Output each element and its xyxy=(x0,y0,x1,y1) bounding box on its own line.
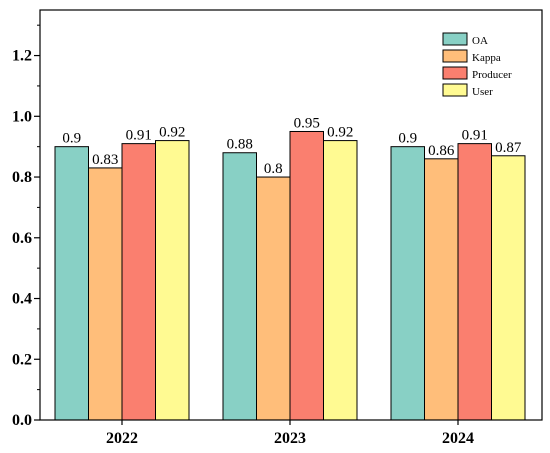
x-tick-label-2023: 2023 xyxy=(274,430,306,447)
y-tick-label-1.2: 1.2 xyxy=(12,48,32,65)
bar-producer-2022 xyxy=(121,143,156,421)
y-tick-label-0.8: 0.8 xyxy=(12,169,32,186)
bar-producer-2024 xyxy=(457,143,492,421)
x-tick-label-2024: 2024 xyxy=(442,430,474,447)
legend-label-user: User xyxy=(472,86,493,98)
x-tick-label-2022: 2022 xyxy=(106,430,138,447)
legend-swatch-user xyxy=(442,83,468,97)
data-label-user-2022: 0.92 xyxy=(159,125,185,141)
axes-layer: 0.0 0.2 0.4 0.6 0.8 1.0 1.2 2022 2023 2024 xyxy=(12,9,543,447)
y-tick-label-0.6: 0.6 xyxy=(12,230,32,247)
y-tick-label-0.0: 0.0 xyxy=(12,412,32,429)
y-tick-label-0.4: 0.4 xyxy=(12,291,32,308)
data-label-user-2024: 0.87 xyxy=(495,140,522,156)
legend-swatch-oa xyxy=(442,32,468,46)
bar-oa-2023 xyxy=(222,152,257,421)
data-label-oa-2023: 0.88 xyxy=(227,137,253,153)
legend-label-kappa: Kappa xyxy=(472,52,501,64)
y-tick-label-1.0: 1.0 xyxy=(12,108,32,125)
legend-label-producer: Producer xyxy=(472,69,512,81)
bar-producer-2023 xyxy=(289,130,324,421)
data-label-user-2023: 0.92 xyxy=(327,125,353,141)
data-label-kappa-2023: 0.8 xyxy=(264,161,283,177)
bar-oa-2024 xyxy=(390,146,425,421)
data-label-oa-2022: 0.9 xyxy=(62,131,81,147)
y-tick-label-0.2: 0.2 xyxy=(12,351,32,368)
legend: OA Kappa Producer User xyxy=(439,30,519,102)
data-label-producer-2022: 0.91 xyxy=(126,128,152,144)
bar-user-2022 xyxy=(155,140,190,421)
data-label-kappa-2024: 0.86 xyxy=(428,143,455,159)
bar-kappa-2023 xyxy=(256,176,291,421)
bar-user-2023 xyxy=(323,140,358,421)
data-label-kappa-2022: 0.83 xyxy=(92,152,118,168)
bar-user-2024 xyxy=(491,155,526,421)
bar-kappa-2022 xyxy=(88,167,123,421)
legend-swatch-producer xyxy=(442,66,468,80)
data-label-producer-2024: 0.91 xyxy=(462,128,488,144)
data-labels-layer: 0.9 0.88 0.9 0.83 0.8 0.86 0.91 0.95 0.91 0.92 0.9… xyxy=(62,115,522,177)
bar-kappa-2024 xyxy=(424,158,459,421)
plot-frame xyxy=(39,9,543,421)
data-label-producer-2023: 0.95 xyxy=(294,115,320,131)
bars-layer xyxy=(54,130,526,421)
legend-label-oa: OA xyxy=(472,35,488,47)
data-label-oa-2024: 0.9 xyxy=(398,131,417,147)
bar-oa-2022 xyxy=(54,146,89,421)
legend-swatch-kappa xyxy=(442,49,468,63)
